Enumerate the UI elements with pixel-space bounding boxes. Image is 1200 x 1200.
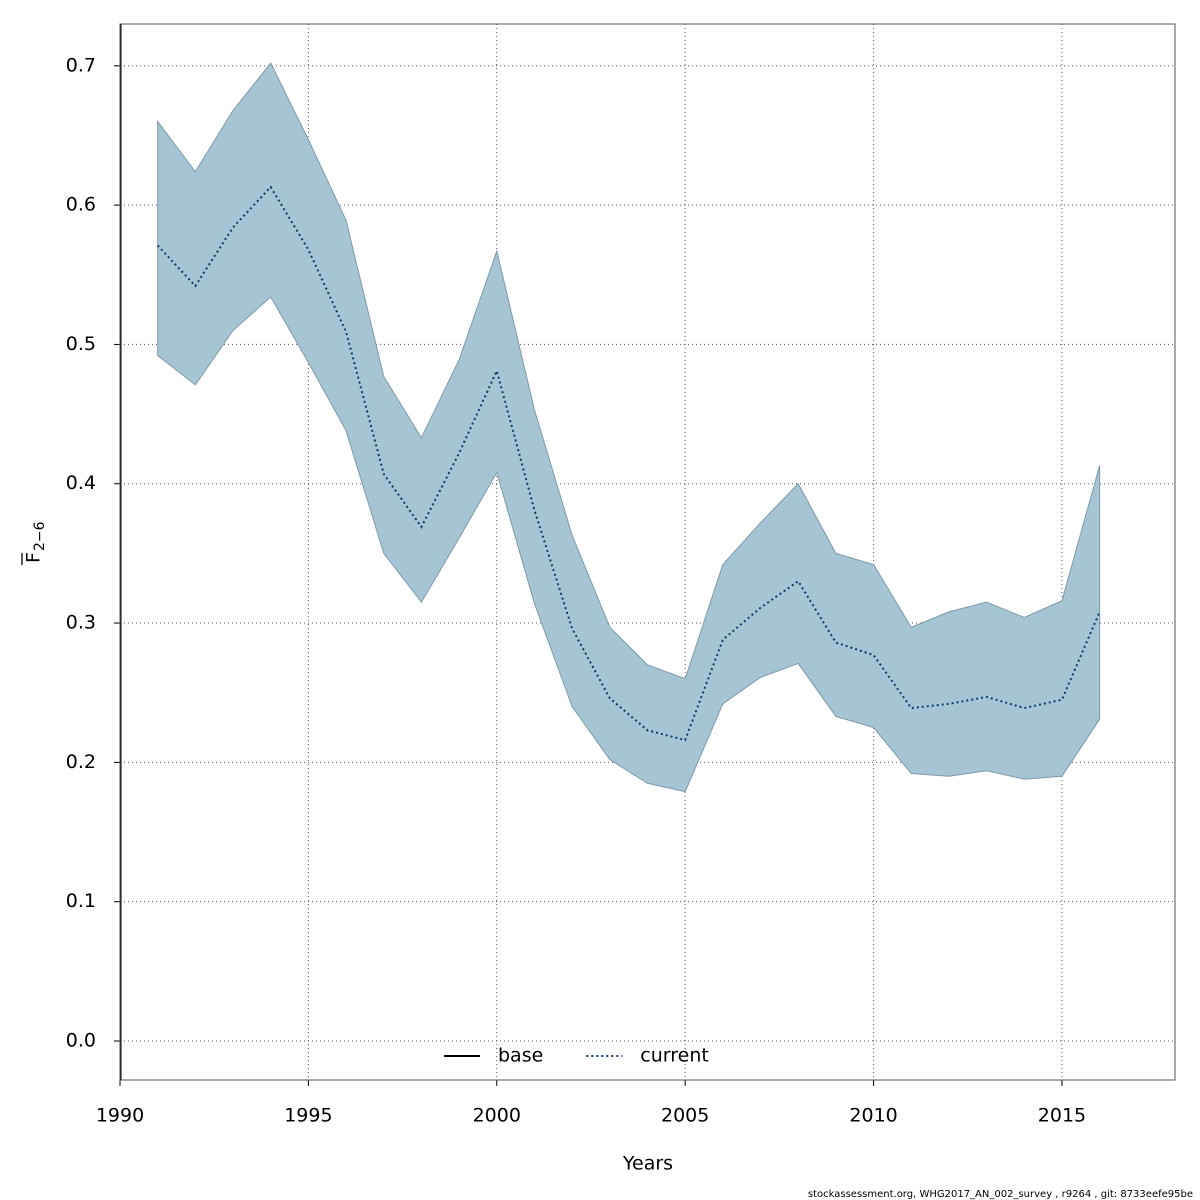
- legend-label: base: [498, 1045, 543, 1067]
- y-tick-label: 0.3: [66, 612, 96, 634]
- y-tick-label: 0.2: [66, 751, 96, 773]
- x-tick-label: 1990: [96, 1105, 144, 1127]
- legend-label: current: [640, 1045, 709, 1067]
- x-tick-label: 1995: [284, 1105, 332, 1127]
- plot-frame: [119, 23, 1176, 1081]
- x-axis-label: Years: [622, 1153, 673, 1175]
- x-tick-label: 2000: [473, 1105, 521, 1127]
- x-tick-label: 2010: [849, 1105, 897, 1127]
- y-tick-label: 0.1: [66, 890, 96, 912]
- x-tick-label: 2005: [661, 1105, 709, 1127]
- y-tick-label: 0.5: [66, 333, 96, 355]
- y-axis-label: F 2−6: [21, 521, 48, 565]
- x-tick-label: 2015: [1038, 1105, 1086, 1127]
- y-tick-label: 0.7: [66, 54, 96, 76]
- y-tick-label: 0.4: [66, 472, 96, 494]
- y-tick-label: 0.0: [66, 1029, 96, 1051]
- confidence-band: [157, 62, 1101, 793]
- footnote: stockassessment.org, WHG2017_AN_002_surv…: [808, 1189, 1193, 1200]
- y-axis-label-main: F: [23, 552, 45, 563]
- y-axis-label-subscript: 2−6: [32, 521, 48, 551]
- line: [156, 185, 1101, 742]
- y-tick-label: 0.6: [66, 194, 96, 216]
